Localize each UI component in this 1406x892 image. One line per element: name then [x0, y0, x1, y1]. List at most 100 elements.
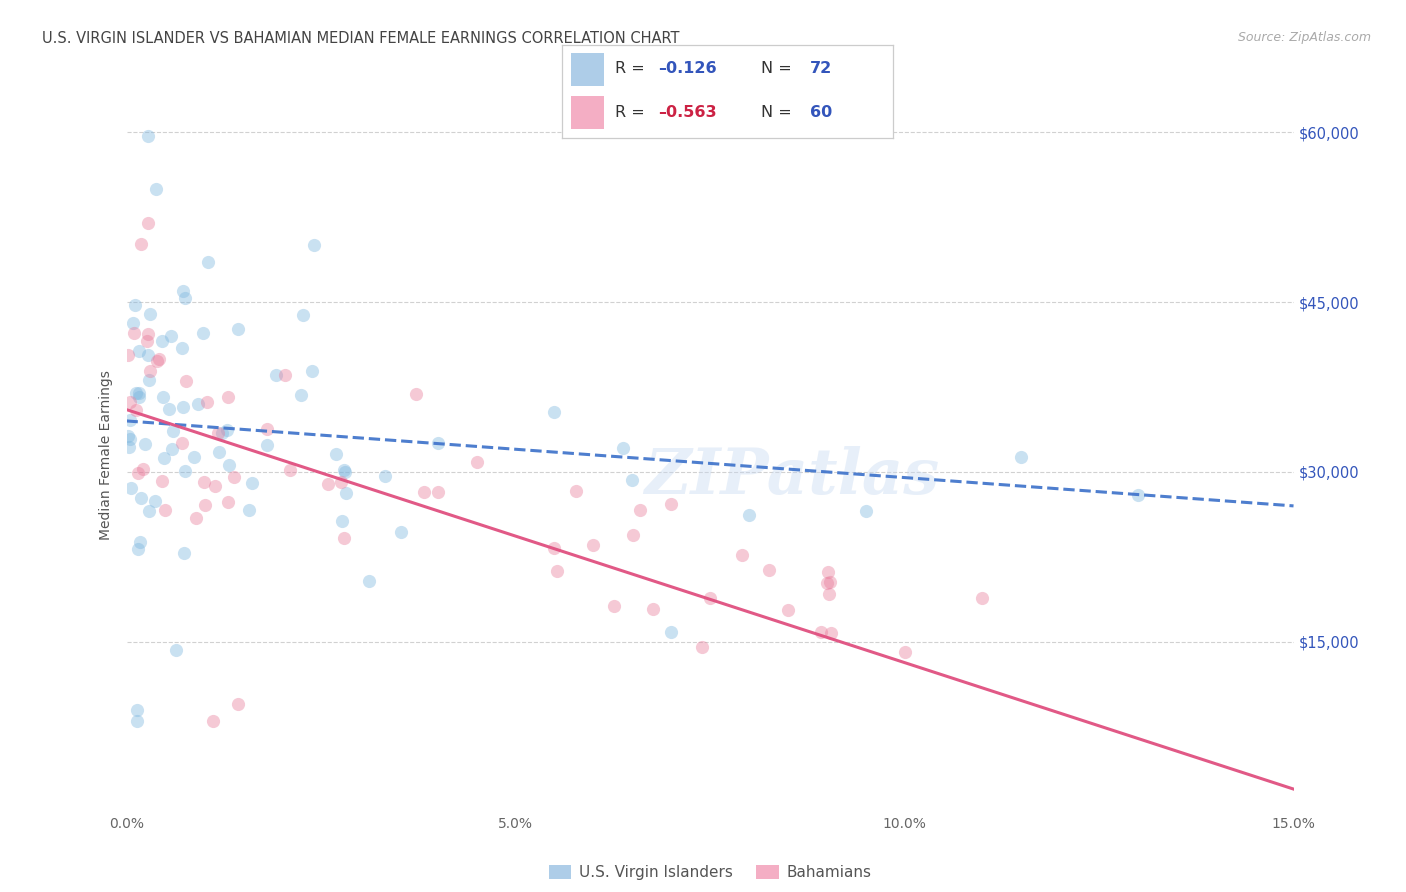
Point — [157, 402, 180, 417]
Point — [817, 587, 839, 601]
Point — [127, 541, 149, 556]
Point — [202, 714, 225, 728]
Point — [264, 368, 287, 382]
Point — [226, 322, 249, 336]
Point — [174, 374, 197, 388]
Point — [118, 412, 141, 426]
Point — [274, 368, 297, 382]
Point — [187, 397, 209, 411]
Point — [893, 644, 915, 658]
Point — [136, 128, 159, 143]
Point — [333, 463, 356, 477]
Point — [224, 469, 246, 483]
Point — [690, 640, 713, 654]
Point — [122, 316, 145, 330]
Point — [278, 463, 301, 477]
Point — [128, 343, 150, 358]
Point — [815, 576, 838, 591]
Point — [153, 502, 176, 516]
Point — [335, 486, 357, 500]
Point — [145, 353, 167, 368]
Point — [855, 503, 877, 517]
Text: N =: N = — [761, 61, 797, 76]
Point — [612, 442, 634, 456]
Point — [124, 298, 146, 312]
Point — [183, 450, 205, 464]
Point — [217, 423, 239, 437]
Point — [117, 429, 139, 443]
Point — [1126, 488, 1149, 502]
Text: –0.126: –0.126 — [658, 61, 717, 76]
Point — [136, 348, 159, 362]
Point — [118, 441, 141, 455]
Point — [330, 514, 353, 528]
Point — [172, 400, 194, 414]
Point — [184, 510, 207, 524]
Point — [125, 385, 148, 400]
Point — [172, 284, 194, 298]
Legend: U.S. Virgin Islanders, Bahamians: U.S. Virgin Islanders, Bahamians — [543, 858, 877, 886]
Point — [117, 348, 139, 362]
Point — [659, 497, 682, 511]
Point — [136, 326, 159, 341]
Text: –0.563: –0.563 — [658, 104, 717, 120]
Bar — [571, 96, 603, 129]
Point — [426, 484, 449, 499]
Point — [758, 563, 780, 577]
Point — [290, 388, 312, 402]
Point — [412, 484, 434, 499]
Point — [150, 334, 173, 348]
Point — [810, 625, 832, 640]
Point — [776, 603, 799, 617]
Point — [145, 182, 167, 196]
Point — [197, 255, 219, 269]
Point — [165, 643, 187, 657]
Point — [139, 364, 162, 378]
Point — [120, 481, 142, 495]
Point — [738, 508, 761, 522]
Point — [127, 467, 149, 481]
Point — [731, 549, 754, 563]
Point — [238, 503, 260, 517]
Point — [301, 364, 323, 378]
Point — [193, 326, 215, 340]
Point — [138, 373, 160, 387]
Point — [150, 474, 173, 488]
Point — [143, 494, 166, 508]
Point — [172, 435, 194, 450]
Point — [543, 404, 565, 418]
Bar — [571, 53, 603, 86]
Point — [374, 469, 396, 483]
Point — [643, 602, 665, 616]
Point — [160, 442, 183, 456]
Point — [208, 445, 231, 459]
Point — [129, 535, 152, 549]
Point — [582, 538, 605, 552]
Point — [389, 524, 412, 539]
Point — [218, 458, 240, 472]
Point — [193, 475, 215, 489]
Point — [543, 541, 565, 556]
Point — [153, 450, 176, 465]
Text: ZIPatlas: ZIPatlas — [644, 446, 939, 507]
Y-axis label: Median Female Earnings: Median Female Earnings — [100, 370, 114, 540]
Point — [465, 455, 488, 469]
Point — [817, 565, 839, 579]
Text: U.S. VIRGIN ISLANDER VS BAHAMIAN MEDIAN FEMALE EARNINGS CORRELATION CHART: U.S. VIRGIN ISLANDER VS BAHAMIAN MEDIAN … — [42, 31, 679, 46]
Point — [160, 328, 183, 343]
Point — [120, 432, 142, 446]
Point — [699, 591, 721, 605]
Point — [136, 216, 159, 230]
Point — [621, 528, 644, 542]
Point — [217, 390, 239, 404]
Point — [333, 531, 356, 545]
Text: R =: R = — [616, 61, 650, 76]
Point — [128, 390, 150, 404]
Point — [195, 395, 218, 409]
Point — [173, 464, 195, 478]
Point — [131, 491, 153, 506]
Point — [316, 476, 339, 491]
Point — [256, 438, 278, 452]
Point — [972, 591, 994, 606]
Point — [333, 465, 356, 479]
